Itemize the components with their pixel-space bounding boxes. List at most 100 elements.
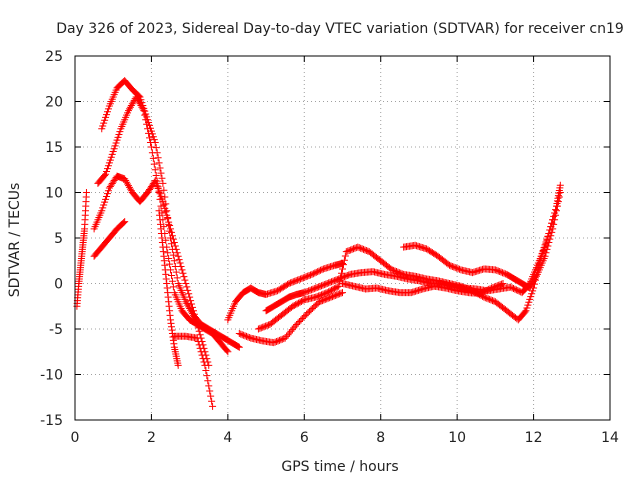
data-point [486,295,494,303]
data-point [205,382,213,390]
data-point [304,309,312,317]
data-point [286,279,294,287]
data-point [296,317,304,325]
data-point [209,402,217,410]
data-point [526,295,534,303]
data-point [344,247,352,255]
data-point [194,338,202,346]
data-point [322,280,330,288]
series-track-13 [339,280,507,298]
data-point [351,244,359,252]
data-point [306,307,314,315]
data-point [166,260,174,268]
gridlines [75,56,610,420]
data-point [524,301,532,309]
data-point [478,289,486,297]
data-point [342,248,350,256]
data-point [490,283,498,291]
data-point [171,262,179,270]
data-point [550,220,558,228]
data-point [187,297,195,305]
data-point [333,291,341,299]
data-point [488,284,496,292]
y-tick-label: -5 [49,322,63,338]
data-point [499,280,507,287]
data-point [332,276,340,284]
data-point [333,276,341,284]
data-point [339,261,347,269]
data-point [303,287,311,295]
data-point [512,286,520,294]
data-point [494,267,502,275]
data-point [146,134,154,142]
data-point [203,372,211,380]
data-point [545,239,553,247]
y-tick-labels: -15 -10 -5 0 5 10 15 20 25 [40,49,63,429]
data-point [479,288,487,296]
data-point [142,116,150,124]
data-point [106,156,114,164]
data-point [450,263,458,271]
data-point [198,351,206,359]
data-point [483,294,491,302]
data-point [179,269,187,277]
data-point [289,278,297,286]
data-point [324,294,332,302]
data-point [544,242,552,250]
data-point [149,133,157,141]
data-point [144,125,152,133]
data-point [284,280,292,288]
data-point [149,154,157,162]
data-point [99,204,107,212]
data-point [310,285,318,293]
data-point [299,274,307,282]
data-point [556,189,564,196]
data-point [164,249,172,257]
data-point [456,265,464,273]
data-point [301,273,309,281]
data-point [207,392,215,400]
data-point [120,219,128,227]
data-point [156,190,164,198]
data-point [481,294,489,302]
data-point [241,332,249,340]
data-point [159,179,167,187]
series-track-5 [73,189,90,310]
data-point [522,307,530,315]
data-point [162,208,170,216]
data-point [553,207,560,215]
data-point [151,177,159,185]
data-point [199,355,207,363]
data-point [308,270,316,278]
data-point [171,242,179,250]
data-point [488,297,496,305]
data-point [551,216,559,224]
data-point [154,154,162,162]
data-point [446,261,453,269]
data-point [491,266,499,274]
data-point [357,244,365,252]
data-point [109,148,117,156]
data-point [335,282,343,290]
data-point [291,277,299,285]
data-point [189,303,197,311]
data-point [201,361,209,369]
data-point [114,133,122,141]
data-point [152,179,160,187]
data-point [277,336,285,344]
data-point [336,290,344,298]
data-point [178,266,186,274]
data-point [157,202,165,210]
data-point [182,280,190,287]
data-point [330,277,338,285]
data-point [313,293,321,301]
data-point [165,254,173,262]
data-point [555,193,563,201]
data-point [193,320,201,328]
data-point [300,313,308,321]
data-point [115,130,123,138]
y-tick-label: 15 [45,140,63,156]
data-point [169,235,177,243]
data-point [388,266,396,274]
data-point [323,295,331,303]
